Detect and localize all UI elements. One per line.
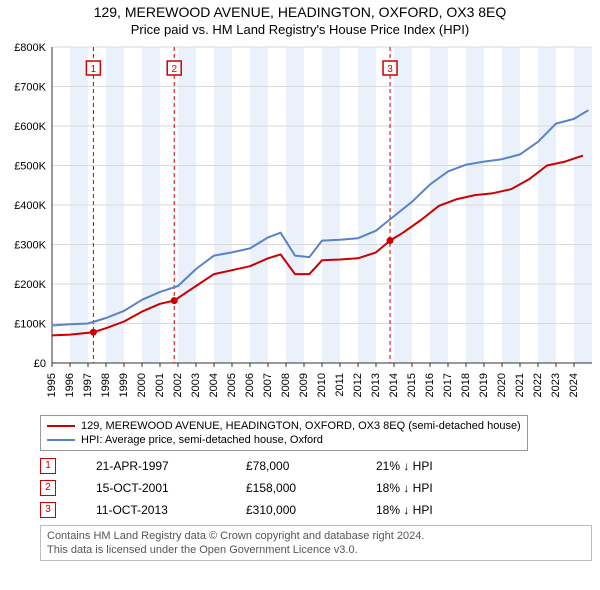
legend-swatch (47, 425, 75, 427)
footer-line1: Contains HM Land Registry data © Crown c… (47, 529, 585, 543)
x-tick-label: 2010 (316, 373, 328, 397)
x-tick-label: 2019 (478, 373, 490, 397)
sale-marker-number: 2 (171, 64, 177, 75)
x-tick-label: 2024 (568, 373, 580, 397)
x-tick-label: 2013 (370, 373, 382, 397)
sale-diff: 18% ↓ HPI (376, 503, 476, 517)
x-tick-label: 2008 (280, 373, 292, 397)
title-block: 129, MEREWOOD AVENUE, HEADINGTON, OXFORD… (0, 0, 600, 37)
legend-box: 129, MEREWOOD AVENUE, HEADINGTON, OXFORD… (40, 415, 528, 451)
x-tick-label: 2006 (244, 373, 256, 397)
x-tick-label: 2002 (172, 373, 184, 397)
sale-marker-number: 1 (91, 64, 97, 75)
sales-table: 1 21-APR-1997 £78,000 21% ↓ HPI 2 15-OCT-2001… (40, 455, 592, 521)
sale-date: 11-OCT-2013 (96, 503, 206, 517)
y-tick-label: £700K (14, 82, 46, 94)
footer-line2: This data is licensed under the Open Gov… (47, 543, 585, 557)
x-tick-label: 2020 (496, 373, 508, 397)
legend-label: HPI: Average price, semi-detached house,… (81, 433, 323, 447)
sale-diff: 18% ↓ HPI (376, 481, 476, 495)
x-tick-label: 2007 (262, 373, 274, 397)
x-tick-label: 1996 (64, 373, 76, 397)
x-tick-label: 2021 (514, 373, 526, 397)
sale-marker-dot (387, 237, 394, 244)
sale-index-box: 2 (40, 480, 56, 496)
sale-row: 3 11-OCT-2013 £310,000 18% ↓ HPI (40, 499, 592, 521)
y-tick-label: £400K (14, 200, 46, 212)
y-tick-label: £0 (34, 358, 46, 370)
sale-marker-number: 3 (387, 64, 393, 75)
x-tick-label: 2003 (190, 373, 202, 397)
sale-row: 1 21-APR-1997 £78,000 21% ↓ HPI (40, 455, 592, 477)
legend-label: 129, MEREWOOD AVENUE, HEADINGTON, OXFORD… (81, 419, 521, 433)
sale-date: 21-APR-1997 (96, 459, 206, 473)
x-tick-label: 2011 (334, 373, 346, 397)
sale-price: £158,000 (246, 481, 336, 495)
x-tick-label: 1998 (100, 373, 112, 397)
x-tick-label: 2001 (154, 373, 166, 397)
x-tick-label: 2018 (460, 373, 472, 397)
x-tick-label: 2017 (442, 373, 454, 397)
x-tick-label: 2016 (424, 373, 436, 397)
y-tick-label: £800K (14, 42, 46, 54)
x-tick-label: 2005 (226, 373, 238, 397)
x-tick-label: 2014 (388, 373, 400, 397)
y-tick-label: £100K (14, 319, 46, 331)
sale-index-box: 3 (40, 502, 56, 518)
y-tick-label: £600K (14, 121, 46, 133)
sale-price: £78,000 (246, 459, 336, 473)
footer-note: Contains HM Land Registry data © Crown c… (40, 525, 592, 561)
legend-swatch (47, 439, 75, 441)
sale-row: 2 15-OCT-2001 £158,000 18% ↓ HPI (40, 477, 592, 499)
x-tick-label: 2009 (298, 373, 310, 397)
chart-wrapper: 129, MEREWOOD AVENUE, HEADINGTON, OXFORD… (0, 0, 600, 561)
x-tick-label: 2012 (352, 373, 364, 397)
x-tick-label: 1997 (82, 373, 94, 397)
sale-index-box: 1 (40, 458, 56, 474)
x-tick-label: 2004 (208, 373, 220, 397)
sale-marker-dot (171, 297, 178, 304)
x-tick-label: 2022 (532, 373, 544, 397)
x-tick-label: 1999 (118, 373, 130, 397)
x-tick-label: 1995 (46, 373, 58, 397)
y-tick-label: £200K (14, 279, 46, 291)
legend-row: HPI: Average price, semi-detached house,… (47, 433, 521, 447)
title-main: 129, MEREWOOD AVENUE, HEADINGTON, OXFORD… (0, 4, 600, 20)
y-tick-label: £500K (14, 161, 46, 173)
title-sub: Price paid vs. HM Land Registry's House … (0, 22, 600, 37)
sale-diff: 21% ↓ HPI (376, 459, 476, 473)
x-tick-label: 2015 (406, 373, 418, 397)
legend-row: 129, MEREWOOD AVENUE, HEADINGTON, OXFORD… (47, 419, 521, 433)
sale-date: 15-OCT-2001 (96, 481, 206, 495)
chart-svg: £0 £100K £200K £300K £400K £500K £600K £700K £80… (0, 41, 600, 411)
chart-area: £0 £100K £200K £300K £400K £500K £600K £700K £80… (0, 41, 600, 411)
x-tick-label: 2000 (136, 373, 148, 397)
sale-price: £310,000 (246, 503, 336, 517)
y-tick-label: £300K (14, 240, 46, 252)
x-tick-label: 2023 (550, 373, 562, 397)
sale-marker-dot (90, 329, 97, 336)
